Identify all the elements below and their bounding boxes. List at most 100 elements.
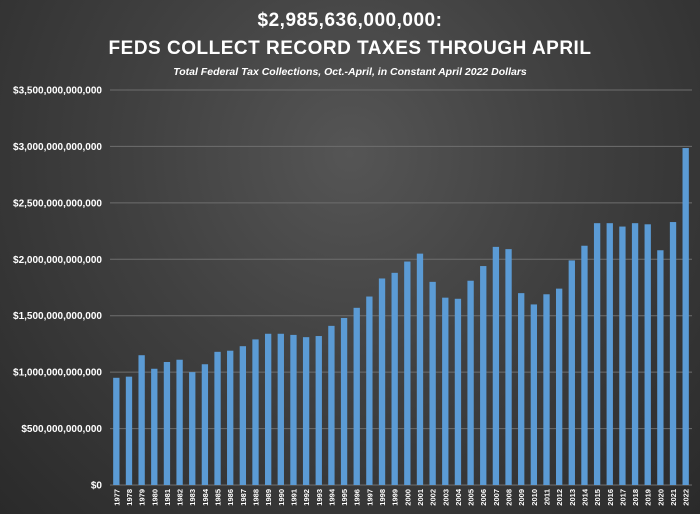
bar: [657, 250, 664, 485]
bar: [290, 334, 297, 485]
chart-subtitle: Total Federal Tax Collections, Oct.-Apri…: [173, 66, 527, 78]
bar: [214, 351, 221, 485]
bar: [416, 253, 424, 485]
bar: [619, 226, 626, 486]
bar: [151, 368, 158, 485]
x-tick-label: 1988: [252, 489, 261, 506]
bar: [454, 298, 462, 485]
y-tick-label: $500,000,000,000: [21, 424, 102, 435]
x-tick-label: 2008: [505, 489, 514, 506]
y-tick-label: $0: [91, 481, 103, 492]
x-tick-label: 2014: [580, 488, 589, 506]
bar: [353, 307, 360, 485]
bar: [631, 223, 639, 485]
x-tick-label: 2013: [568, 489, 577, 506]
x-tick-label: 2006: [479, 489, 488, 506]
bar: [682, 148, 689, 485]
bar: [429, 281, 436, 485]
x-tick-label: 2007: [492, 489, 501, 506]
bar: [404, 261, 411, 485]
bar: [606, 223, 613, 485]
x-tick-label: 2019: [644, 489, 653, 506]
x-tick-label: 1981: [163, 489, 172, 506]
x-tick-label: 1984: [201, 488, 210, 506]
bar: [176, 359, 183, 485]
x-tick-label: 2010: [530, 489, 539, 506]
x-tick-label: 1982: [176, 489, 185, 506]
bar: [492, 246, 500, 485]
x-tick-label: 2016: [606, 489, 615, 506]
bar: [644, 224, 651, 486]
bar: [480, 266, 487, 485]
x-tick-label: 1993: [315, 489, 324, 506]
x-tick-label: 1977: [112, 489, 121, 506]
bar: [391, 272, 398, 485]
x-tick-label: 2018: [631, 489, 640, 506]
bar: [125, 376, 133, 485]
y-tick-label: $2,500,000,000,000: [13, 198, 102, 209]
y-tick-label: $2,000,000,000,000: [13, 255, 102, 266]
bar: [138, 355, 145, 485]
x-tick-label: 2004: [454, 488, 463, 506]
bar: [201, 364, 209, 485]
x-tick-label: 2022: [682, 489, 691, 506]
bar: [467, 280, 474, 485]
x-tick-label: 1992: [302, 489, 311, 506]
x-tick-label: 1980: [150, 489, 159, 506]
x-tick-label: 2002: [429, 489, 438, 506]
x-tick-label: 1979: [138, 489, 147, 506]
x-tick-label: 1999: [391, 489, 400, 506]
bar: [442, 297, 449, 485]
y-tick-label: $3,000,000,000,000: [13, 142, 102, 153]
bar: [113, 377, 120, 485]
x-tick-label: 2012: [555, 489, 564, 506]
x-tick-label: 1996: [353, 489, 362, 506]
bar: [252, 339, 259, 485]
x-tick-label: 1978: [125, 489, 134, 506]
x-tick-label: 2000: [403, 489, 412, 506]
y-tick-label: $3,500,000,000,000: [13, 86, 102, 97]
bar: [568, 260, 575, 485]
x-tick-label: 1998: [378, 489, 387, 506]
bar: [505, 249, 512, 485]
bar: [239, 346, 247, 485]
x-tick-label: 2001: [416, 489, 425, 506]
bar: [189, 372, 196, 485]
x-tick-label: 1983: [188, 489, 197, 506]
x-tick-label: 1994: [327, 488, 336, 506]
bar: [264, 333, 272, 485]
x-tick-label: 1997: [365, 489, 374, 506]
bar: [227, 350, 234, 485]
chart-title-line-2: FEDS COLLECT RECORD TAXES THROUGH APRIL: [108, 38, 592, 59]
x-tick-label: 1987: [239, 489, 248, 506]
x-tick-label: 1990: [277, 489, 286, 506]
x-tick-label: 1985: [214, 489, 223, 506]
bar: [518, 293, 525, 485]
bar: [378, 278, 386, 485]
x-tick-label: 2005: [467, 489, 476, 506]
x-tick-label: 2020: [656, 489, 665, 506]
bar: [530, 304, 538, 485]
bar: [669, 222, 677, 486]
bar: [315, 336, 322, 485]
x-tick-label: 2021: [669, 489, 678, 506]
chart-title-line-1: $2,985,636,000,000:: [257, 10, 443, 31]
bar: [277, 333, 284, 485]
x-tick-label: 2017: [618, 489, 627, 506]
x-tick-label: 1991: [289, 489, 298, 506]
bar: [328, 325, 335, 485]
x-tick-label: 2015: [593, 489, 602, 506]
x-tick-label: 1995: [340, 489, 349, 506]
x-tick-label: 2011: [543, 489, 552, 505]
y-tick-label: $1,500,000,000,000: [13, 311, 102, 322]
bar: [593, 223, 601, 485]
bar: [555, 288, 563, 485]
x-tick-label: 2003: [441, 489, 450, 506]
bar: [302, 337, 310, 485]
bar: [543, 294, 550, 485]
bar: [366, 296, 373, 485]
bar: [163, 361, 171, 485]
x-tick-label: 1986: [226, 489, 235, 506]
